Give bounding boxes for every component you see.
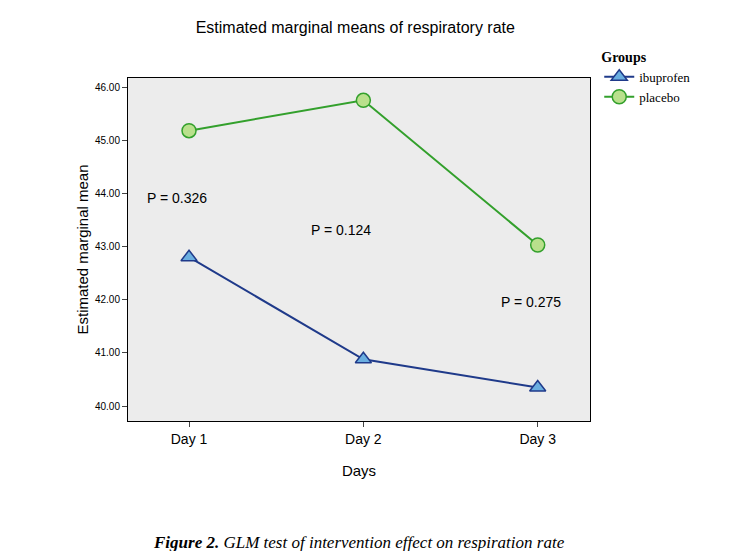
svg-text:placebo: placebo — [639, 90, 679, 105]
svg-text:ibuprofen: ibuprofen — [639, 70, 690, 85]
svg-text:P = 0.124: P = 0.124 — [311, 222, 371, 238]
svg-text:P = 0.326: P = 0.326 — [147, 190, 207, 206]
svg-text:Day 3: Day 3 — [519, 431, 556, 447]
svg-text:Estimated marginal mean: Estimated marginal mean — [74, 164, 91, 334]
svg-text:Groups: Groups — [601, 50, 646, 65]
svg-text:41.00: 41.00 — [95, 347, 120, 358]
svg-text:43.00: 43.00 — [95, 241, 120, 252]
svg-text:P = 0.275: P = 0.275 — [501, 294, 561, 310]
svg-text:42.00: 42.00 — [95, 294, 120, 305]
svg-text:Days: Days — [342, 462, 376, 479]
svg-text:46.00: 46.00 — [95, 82, 120, 93]
svg-text:Day 1: Day 1 — [171, 431, 208, 447]
svg-text:Estimated marginal means of re: Estimated marginal means of respiratory … — [196, 19, 515, 36]
svg-text:40.00: 40.00 — [95, 401, 120, 412]
svg-text:45.00: 45.00 — [95, 135, 120, 146]
svg-text:Figure 2. GLM test of interven: Figure 2. GLM test of intervention effec… — [153, 533, 565, 551]
svg-text:44.00: 44.00 — [95, 188, 120, 199]
svg-text:Day 2: Day 2 — [345, 431, 382, 447]
